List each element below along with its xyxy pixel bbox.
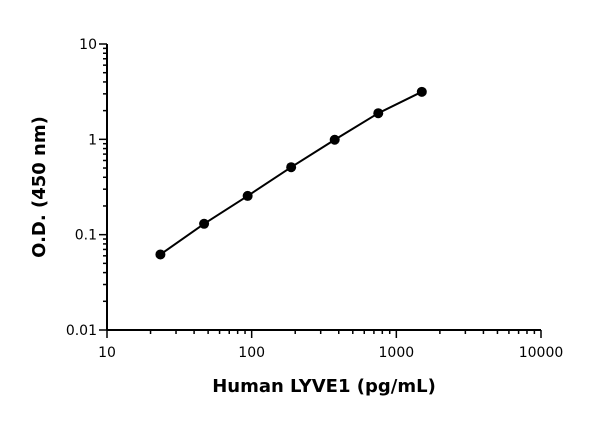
data-point <box>199 218 210 229</box>
y-axis-title: O.D. (450 nm) <box>29 116 50 258</box>
y-tick-label: 1 <box>88 132 97 148</box>
y-ticks: 0.01 0.1 1 10 <box>66 37 107 339</box>
standard-curve-line <box>159 90 423 256</box>
data-point <box>329 134 340 145</box>
data-point <box>416 86 427 97</box>
data-points <box>155 86 427 260</box>
data-point <box>242 190 253 201</box>
y-axis: 0.01 0.1 1 10 O.D. (450 nm) <box>29 37 108 339</box>
data-point <box>373 108 384 119</box>
x-tick-label: 10 <box>98 345 116 361</box>
y-tick-label: 0.1 <box>75 228 97 244</box>
x-tick-label: 1000 <box>379 345 415 361</box>
y-tick-label: 0.01 <box>66 323 97 339</box>
x-axis-title: Human LYVE1 (pg/mL) <box>212 376 436 397</box>
data-point <box>286 162 297 173</box>
plot-area <box>155 86 427 260</box>
data-point <box>155 249 166 260</box>
x-tick-label: 10000 <box>519 345 564 361</box>
x-tick-label: 100 <box>238 345 265 361</box>
x-axis: 10 100 1000 10000 Human LYVE1 (pg/mL) <box>98 329 563 397</box>
x-ticks: 10 100 1000 10000 <box>98 330 563 361</box>
y-tick-label: 10 <box>79 37 97 53</box>
